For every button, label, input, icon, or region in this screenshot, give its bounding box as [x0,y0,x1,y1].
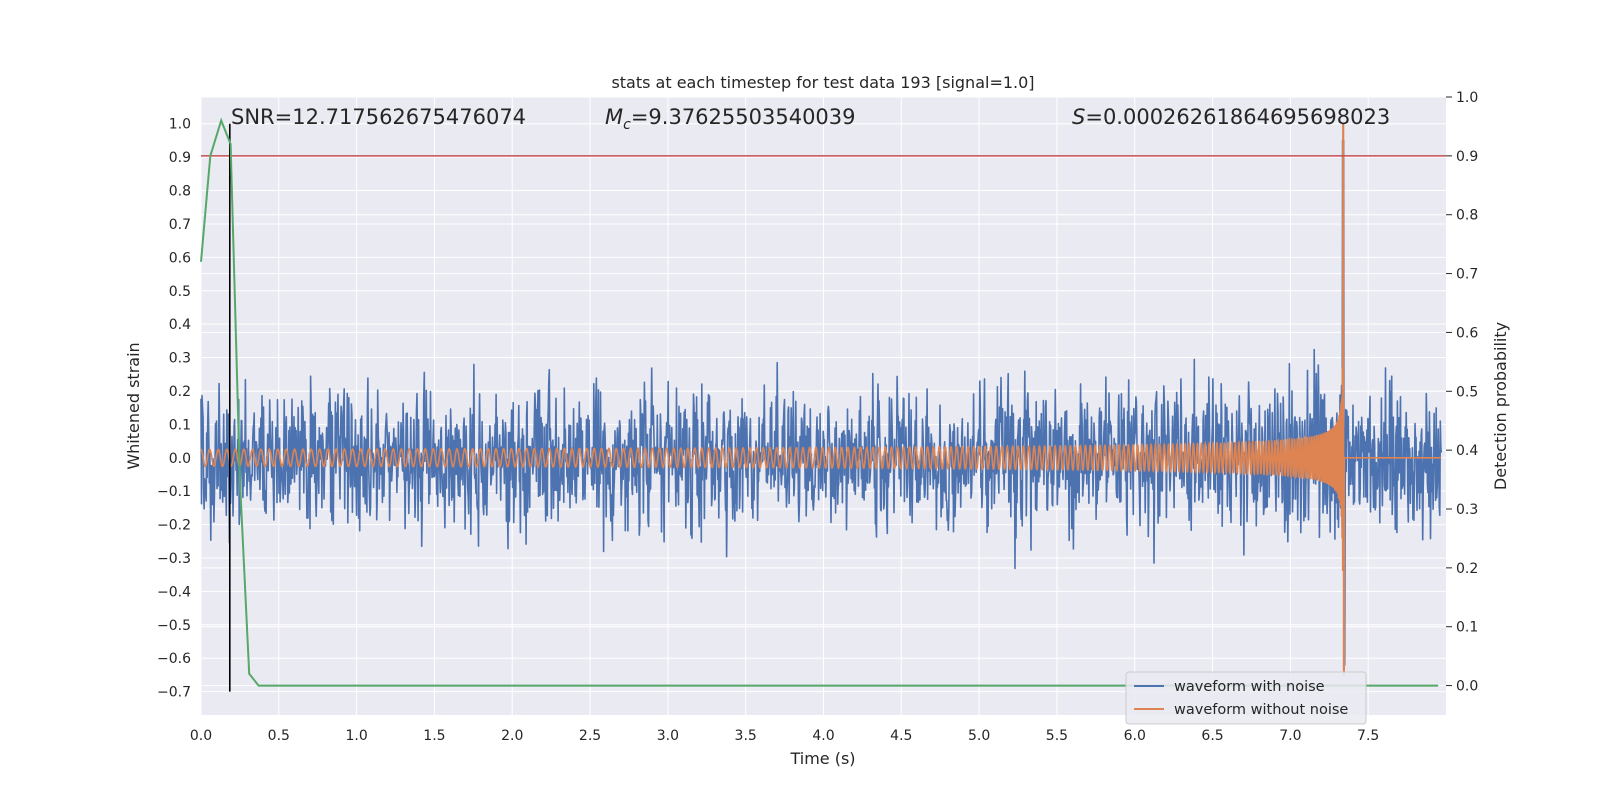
s-value: =0.00026261864695698023 [1085,105,1390,129]
y-tick-label: 0.4 [169,317,191,333]
y-tick-label: 0.2 [169,384,191,400]
x-tick-label: 1.5 [423,728,445,744]
detection-probability-line [200,117,1439,687]
y-tick-label: −0.1 [157,484,191,500]
y-tick-label: −0.3 [157,551,191,567]
y-tick-label: 0.7 [169,217,191,233]
y2-tick-label: 0.7 [1456,267,1478,283]
y2-tick-label: 0.6 [1456,325,1478,341]
x-axis-label: Time (s) [789,749,855,768]
x-tick-label: 5.5 [1046,728,1068,744]
s-symbol: S [1072,105,1085,129]
y-tick-label: 0.1 [169,417,191,433]
chirp-mass-subscript: c [623,117,631,133]
clean-series [200,122,1442,676]
x-tick-label: 2.0 [501,728,523,744]
probability-series [200,117,1439,687]
y2-tick-label: 0.4 [1456,443,1478,459]
x-tick-label: 3.0 [657,728,679,744]
y2-tick-label: 0.3 [1456,502,1478,518]
legend: waveform with noise waveform without noi… [1125,671,1367,725]
y2-tick-label: 0.9 [1456,149,1478,165]
y-tick-label: −0.4 [157,584,191,600]
y2-tick-label: 0.2 [1456,561,1478,577]
x-ticks: 0.0 0.5 1.0 1.5 2.0 2.5 3.0 3.5 4.0 4.5 5.0 5.5 6.0 6… [190,728,1379,744]
y-tick-label: 0.5 [169,284,191,300]
chart-title: stats at each timestep for test data 193… [611,73,1034,92]
y-ticks: 1.0 0.9 0.8 0.7 0.6 0.5 0.4 0.3 0.2 0.1 0.0 −0.1 −0.… [157,117,191,701]
y2-ticks: 1.0 0.9 0.8 0.7 0.6 0.5 0.4 0.3 0.2 0.1 0.0 [1446,90,1478,695]
y-tick-label: 0.3 [169,351,191,367]
y-tick-label: 0.6 [169,250,191,266]
y-tick-label: 0.8 [169,184,191,200]
x-tick-label: 1.0 [345,728,367,744]
x-tick-label: 0.0 [190,728,212,744]
y2-tick-label: 0.8 [1456,208,1478,224]
y2-tick-label: 0.1 [1456,620,1478,636]
y-tick-label: −0.6 [157,651,191,667]
clean-waveform-line [200,122,1442,676]
x-tick-label: 4.5 [890,728,912,744]
y-tick-label: 0.0 [169,451,191,467]
x-tick-label: 6.5 [1201,728,1223,744]
x-tick-label: 7.0 [1279,728,1301,744]
x-tick-label: 7.5 [1357,728,1379,744]
y-tick-label: −0.5 [157,618,191,634]
s-annotation: S=0.00026261864695698023 [1072,105,1390,129]
x-tick-label: 3.5 [735,728,757,744]
y2-axis-label: Detection probability [1491,322,1510,490]
y2-tick-label: 0.5 [1456,384,1478,400]
x-tick-label: 5.0 [968,728,990,744]
y-tick-label: −0.2 [157,518,191,534]
chirp-mass-annotation: Mc=9.37625503540039 [605,105,856,133]
chirp-mass-symbol: M [605,105,623,129]
y2-tick-label: 1.0 [1456,90,1478,106]
y-tick-label: 1.0 [169,117,191,133]
y-tick-label: −0.7 [157,685,191,701]
x-tick-label: 2.5 [579,728,601,744]
x-tick-label: 0.5 [268,728,290,744]
chirp-mass-value: =9.37625503540039 [631,105,856,129]
y2-tick-label: 0.0 [1456,679,1478,695]
snr-annotation: SNR=12.717562675476074 [231,105,526,129]
x-tick-label: 4.0 [812,728,834,744]
legend-label-clean: waveform without noise [1174,702,1348,718]
legend-box [1125,671,1367,725]
y-axis-label: Whitened strain [124,342,143,469]
y-tick-label: 0.9 [169,150,191,166]
legend-label-noisy: waveform with noise [1174,679,1325,695]
x-tick-label: 6.0 [1124,728,1146,744]
